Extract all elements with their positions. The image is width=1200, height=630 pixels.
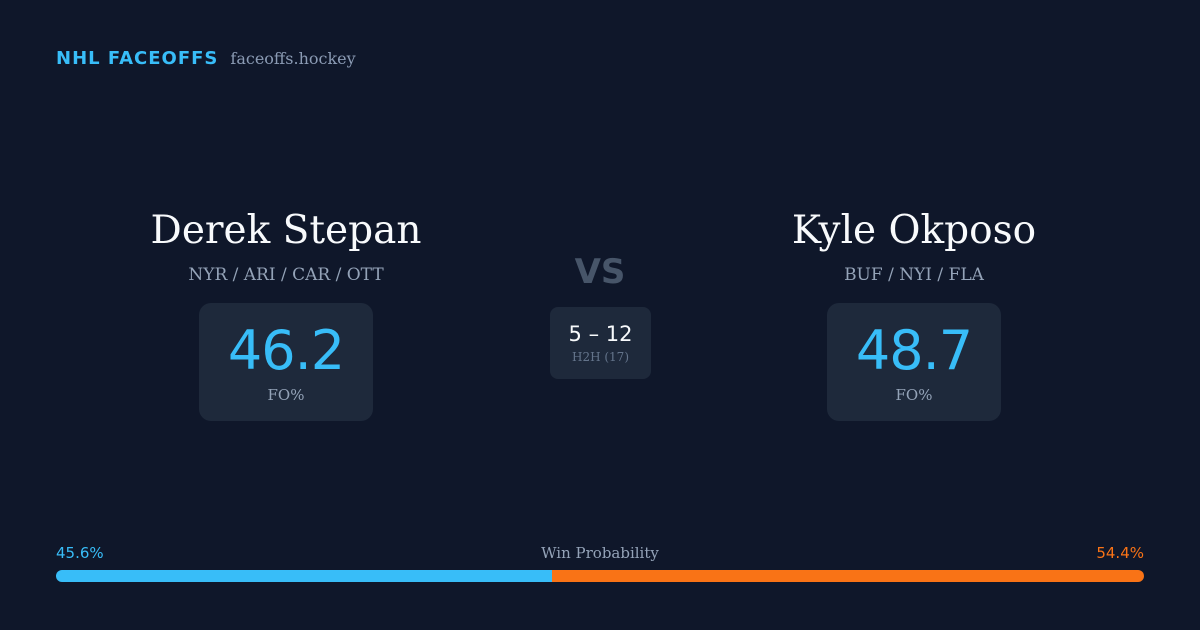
- player-left-fo-label: FO%: [267, 386, 305, 404]
- h2h-card: 5 – 12 H2H (17): [550, 307, 651, 379]
- player-right-panel: Kyle Okposo BUF / NYI / FLA 48.7 FO%: [694, 205, 1134, 421]
- player-right-fo-label: FO%: [895, 386, 933, 404]
- player-left-fo-value: 46.2: [227, 319, 345, 382]
- player-right-fo-value: 48.7: [855, 319, 973, 382]
- brand-url: faceoffs.hockey: [230, 49, 356, 68]
- player-right-teams: BUF / NYI / FLA: [844, 265, 984, 285]
- win-probability-right-label: 54.4%: [1096, 544, 1144, 562]
- brand-title: NHL FACEOFFS: [56, 48, 219, 69]
- player-left-teams: NYR / ARI / CAR / OTT: [188, 265, 384, 285]
- brand-header: NHL FACEOFFS faceoffs.hockey: [56, 48, 356, 69]
- h2h-score: 5 – 12: [568, 322, 633, 346]
- win-probability-fill-right: [552, 570, 1144, 582]
- player-right-stat-card: 48.7 FO%: [827, 303, 1001, 421]
- player-right-name: Kyle Okposo: [791, 208, 1037, 253]
- player-left-panel: Derek Stepan NYR / ARI / CAR / OTT 46.2 …: [66, 205, 506, 421]
- win-probability-title: Win Probability: [541, 544, 659, 562]
- player-left-stat-card: 46.2 FO%: [199, 303, 373, 421]
- win-probability-left-label: 45.6%: [56, 544, 104, 562]
- player-left-name: Derek Stepan: [150, 208, 422, 253]
- versus-label: VS: [574, 252, 626, 292]
- h2h-label: H2H (17): [571, 350, 629, 364]
- win-probability-fill-left: [56, 570, 553, 582]
- win-probability-bar: [56, 570, 1144, 582]
